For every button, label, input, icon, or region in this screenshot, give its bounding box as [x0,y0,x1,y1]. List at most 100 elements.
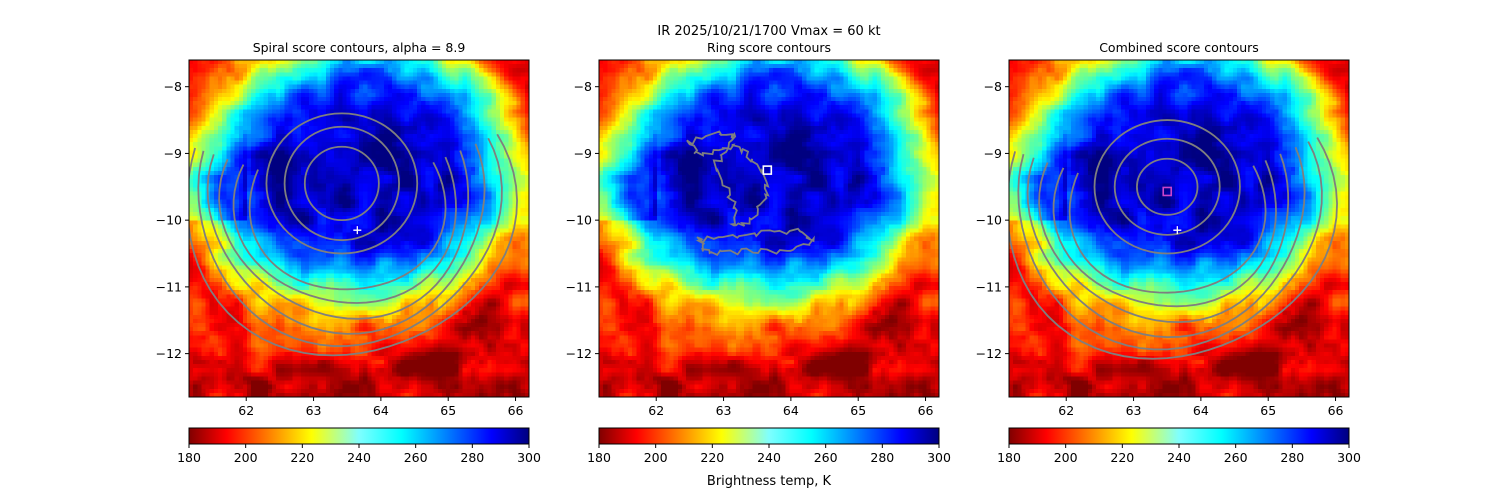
panel-ring: Ring score contours 62 63 64 65 66 −8 −9 −10 −1… [566,40,951,489]
colorbar-tick-label: 280 [1280,450,1304,465]
x-tick-label: 66 [918,403,934,418]
x-tick-label: 66 [508,403,524,418]
colorbar-tick-label: 180 [997,450,1021,465]
colorbar-tick-label: 260 [814,450,838,465]
colorbar-tick-label: 220 [290,450,314,465]
contour-line [265,112,419,255]
panel-title: Ring score contours [707,40,831,55]
contour-line [1052,160,1277,308]
x-tick-label: 65 [1260,403,1276,418]
colorbar-tick-label: 180 [587,450,611,465]
x-tick-label: 63 [306,403,322,418]
y-tick-label: −12 [976,346,1002,361]
colorbar [598,427,940,445]
colorbar-tick-label: 240 [347,450,371,465]
y-tick-label: −11 [976,279,1002,294]
contour-layer [1009,119,1338,360]
y-ticks: −8 −9 −10 −11 −12 [566,79,599,361]
marker-layer [353,226,362,235]
x-tick-label: 63 [1126,403,1142,418]
y-tick-label: −12 [566,346,592,361]
colorbar-tick-label: 240 [1167,450,1191,465]
contour-line [686,130,737,157]
colorbar-ticks: 180 200 220 240 260 280 300 [587,444,951,465]
contour-line [1113,137,1221,236]
y-ticks: −8 −9 −10 −11 −12 [156,79,189,361]
y-tick-label: −10 [156,213,182,228]
colorbar-tick-label: 180 [177,450,201,465]
x-tick-label: 62 [238,403,254,418]
y-tick-label: −9 [984,146,1002,161]
contour-line [1136,157,1199,216]
marker-layer [762,165,773,175]
x-tick-label: 66 [1328,403,1344,418]
x-tick-label: 64 [783,403,799,418]
colorbar-tick-label: 200 [234,450,258,465]
contour-line [283,125,400,242]
center-marker [353,226,362,235]
colorbar-ticks: 180 200 220 240 260 280 300 [997,444,1361,465]
y-tick-label: −11 [566,279,592,294]
contour-line [218,150,470,320]
x-ticks: 62 63 64 65 66 [1058,397,1344,418]
colorbar-tick-label: 220 [700,450,724,465]
center-marker [762,165,773,175]
x-tick-label: 64 [1193,403,1209,418]
y-tick-label: −8 [574,79,592,94]
contour-line [189,133,518,357]
contour-line [1017,141,1323,351]
colorbar-tick-label: 260 [1224,450,1248,465]
panel-title: Combined score contours [1099,40,1259,55]
colorbar-tick-label: 300 [1337,450,1361,465]
x-tick-label: 64 [373,403,389,418]
y-tick-label: −9 [164,146,182,161]
contour-line [232,156,457,304]
x-ticks: 62 63 64 65 66 [238,397,524,418]
contour-layer [686,130,815,256]
axes-frame [598,59,940,398]
colorbar-tick-label: 300 [517,450,541,465]
colorbar-tick-label: 200 [1054,450,1078,465]
contour-layer [189,112,518,357]
y-tick-label: −10 [976,213,1002,228]
panel-title: Spiral score contours, alpha = 8.9 [253,40,466,55]
colorbar [1008,427,1350,445]
y-tick-label: −8 [984,79,1002,94]
x-tick-label: 63 [716,403,732,418]
x-ticks: 62 63 64 65 66 [648,397,934,418]
x-tick-label: 65 [440,403,456,418]
contour-line [1093,119,1241,255]
y-tick-label: −11 [156,279,182,294]
y-ticks: −8 −9 −10 −11 −12 [976,79,1009,361]
contour-line [1068,165,1267,294]
contour-line [197,137,503,347]
contour-line [712,143,770,227]
y-tick-label: −9 [574,146,592,161]
y-tick-label: −8 [164,79,182,94]
contour-line [1026,146,1306,339]
colorbar-tick-label: 280 [460,450,484,465]
brightness-heatmap [599,60,939,397]
colorbar-label: Brightness temp, K [707,474,832,489]
x-tick-label: 62 [1058,403,1074,418]
contour-line [1038,153,1290,324]
colorbar-tick-label: 280 [870,450,894,465]
center-marker [1173,226,1182,235]
axes-frame [1008,59,1350,398]
marker-layer [1162,186,1182,235]
colorbar-tick-label: 220 [1110,450,1134,465]
contour-line [248,161,447,291]
x-tick-label: 62 [648,403,664,418]
colorbar-tick-label: 200 [644,450,668,465]
colorbar-tick-label: 240 [757,450,781,465]
panel-combined: Combined score contours 62 63 64 65 66 −8−9−… [976,40,1361,465]
brightness-heatmap [1009,60,1349,397]
contour-line [303,145,380,222]
colorbar-ticks: 180 200 220 240 260 280 300 [177,444,541,465]
colorbar-tick-label: 300 [927,450,951,465]
best-center-marker [1162,186,1173,197]
contour-line [695,227,815,256]
axes-frame [188,59,530,398]
contour-line [206,143,486,335]
